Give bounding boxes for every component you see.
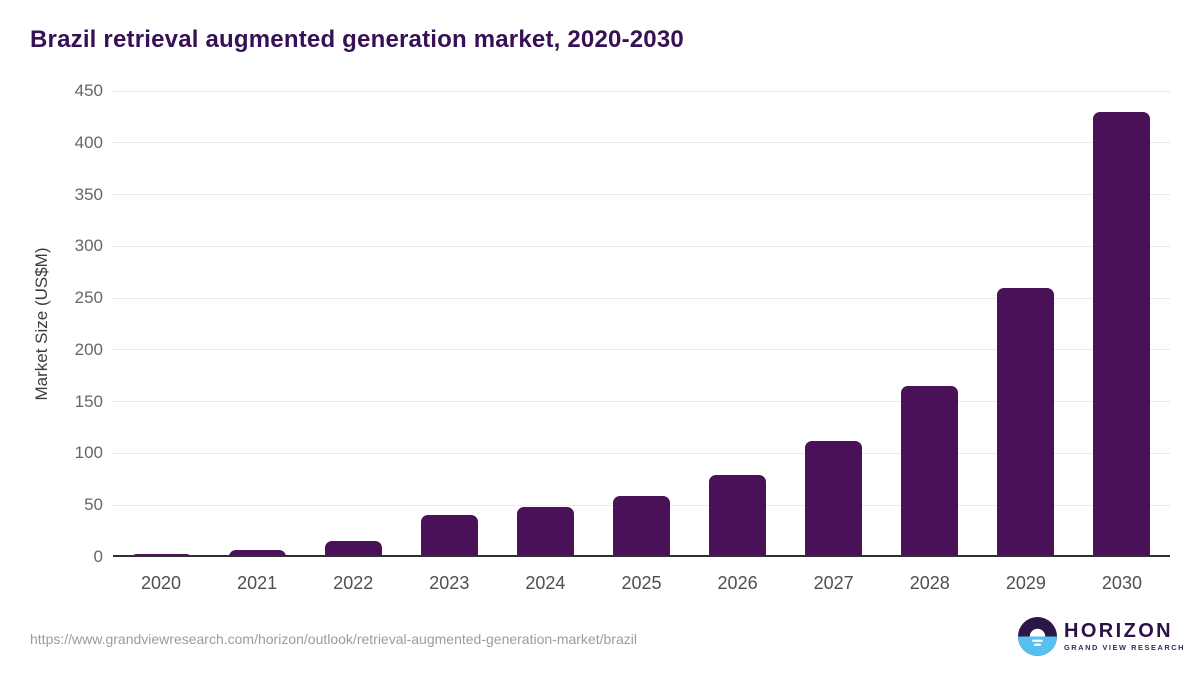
chart-title: Brazil retrieval augmented generation ma… xyxy=(30,26,684,53)
y-tick-label-350: 350 xyxy=(74,184,103,204)
bar-2029 xyxy=(997,287,1055,557)
x-axis-label-2025: 2025 xyxy=(621,573,662,593)
y-axis-tick-labels: 0 50 100 150 200 250 300 350 400 450 xyxy=(40,81,103,566)
gridline-450 xyxy=(113,90,1170,92)
y-tick-label-400: 400 xyxy=(74,132,103,152)
bar-2024 xyxy=(516,507,574,557)
bar-2030 xyxy=(1093,111,1151,557)
bar-2026 xyxy=(709,475,767,557)
source-url: https://www.grandviewresearch.com/horizo… xyxy=(30,631,637,647)
y-tick-label-50: 50 xyxy=(84,495,103,515)
brand-subtitle: GRAND VIEW RESEARCH xyxy=(1064,643,1186,653)
x-axis-label-2023: 2023 xyxy=(429,573,470,593)
x-axis-label-2026: 2026 xyxy=(717,573,758,593)
y-tick-label-0: 0 xyxy=(93,547,103,566)
bar-2028 xyxy=(901,386,959,557)
gridline-250 xyxy=(113,297,1170,299)
x-axis-label-2021: 2021 xyxy=(237,573,278,593)
x-axis-label-2020: 2020 xyxy=(141,573,182,593)
bar-2021 xyxy=(228,549,286,557)
y-tick-label-250: 250 xyxy=(74,288,103,308)
gridline-150 xyxy=(113,401,1170,403)
bar-2022 xyxy=(324,541,382,557)
plot-area xyxy=(113,90,1170,557)
bar-2023 xyxy=(420,514,478,557)
brand-name: HORIZON xyxy=(1064,619,1174,642)
x-axis-label-2024: 2024 xyxy=(525,573,566,593)
y-tick-label-150: 150 xyxy=(74,391,103,411)
x-axis-labels: 2020 2021 2022 2023 2024 2025 2026 2027 2028 2029… xyxy=(113,570,1170,596)
x-axis-label-2022: 2022 xyxy=(333,573,374,593)
x-axis-label-2027: 2027 xyxy=(813,573,854,593)
gridline-400 xyxy=(113,142,1170,144)
y-tick-label-300: 300 xyxy=(74,236,103,256)
brand-logo-text: HORIZON GRAND VIEW RESEARCH xyxy=(1064,621,1185,653)
gridline-300 xyxy=(113,245,1170,247)
gridline-200 xyxy=(113,349,1170,351)
gridline-350 xyxy=(113,194,1170,196)
x-axis-line xyxy=(113,555,1170,557)
horizon-sunset-circle-icon xyxy=(1018,617,1057,656)
y-tick-label-450: 450 xyxy=(74,81,103,100)
x-axis-label-2028: 2028 xyxy=(909,573,950,593)
x-axis-label-2030: 2030 xyxy=(1101,573,1142,593)
gridline-100 xyxy=(113,452,1170,454)
bar-2025 xyxy=(613,495,670,557)
bar-2027 xyxy=(805,441,863,557)
y-tick-label-200: 200 xyxy=(74,339,103,359)
x-axis-label-2029: 2029 xyxy=(1005,573,1046,593)
brand-logo: HORIZON GRAND VIEW RESEARCH xyxy=(1018,617,1185,656)
y-tick-label-100: 100 xyxy=(74,443,103,463)
